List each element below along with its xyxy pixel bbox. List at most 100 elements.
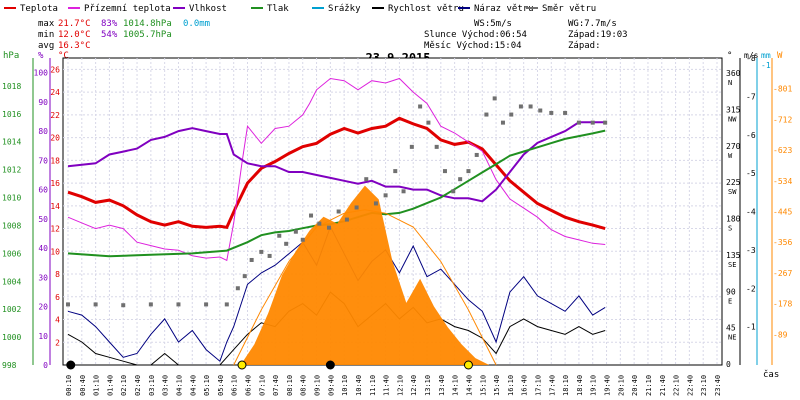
wind-tick-label: -5 xyxy=(746,169,756,178)
marker-sunrise xyxy=(237,360,247,370)
dir-tick-label: 135 xyxy=(726,251,741,260)
series-line xyxy=(67,77,606,262)
solar-tick-label: -267 xyxy=(773,269,792,278)
stats-min-press: 1005.7hPa xyxy=(123,30,172,40)
dir-unit: ° xyxy=(727,51,732,61)
wind-direction-point xyxy=(121,303,126,308)
temp-tick-label: 10 xyxy=(50,247,60,256)
wind-direction-point xyxy=(317,221,322,226)
marker-sunset xyxy=(463,360,473,370)
x-tick-label: 01:10 xyxy=(93,375,101,396)
x-tick-label: 20:40 xyxy=(631,375,639,396)
press-tick-label: 1010 xyxy=(2,194,21,203)
wind-direction-point xyxy=(442,169,447,174)
hum-tick-label: 20 xyxy=(38,303,48,312)
x-tick-label: 13:10 xyxy=(424,375,432,396)
x-tick-label: 23:40 xyxy=(714,375,722,396)
x-tick-label: 11:40 xyxy=(383,375,391,396)
wind-direction-point xyxy=(538,108,543,113)
press-tick-label: 1000 xyxy=(2,333,21,342)
x-tick-label: 05:40 xyxy=(217,375,225,396)
x-tick-label: 21:40 xyxy=(659,375,667,396)
wind-tick-label: -2 xyxy=(746,284,756,293)
legend-label: Rychlost větru xyxy=(388,4,464,14)
wind-direction-point xyxy=(500,120,505,125)
x-tick-label: 16:10 xyxy=(507,375,515,396)
wind-direction-point xyxy=(300,237,305,242)
temp-tick-label: 4 xyxy=(55,316,60,325)
solar-tick-label: -445 xyxy=(773,208,792,217)
temp-tick-label: 20 xyxy=(50,134,60,143)
dir-name-label: SW xyxy=(728,188,737,196)
x-tick-label: 07:10 xyxy=(258,375,266,396)
x-tick-label: 12:40 xyxy=(410,375,418,396)
x-tick-label: 20:10 xyxy=(617,375,625,396)
wind-direction-point xyxy=(249,257,254,262)
x-tick-label: 19:10 xyxy=(590,375,598,396)
x-tick-label: 08:40 xyxy=(300,375,308,396)
x-tick-label: 19:40 xyxy=(604,375,612,396)
dir-tick-label: 270 xyxy=(726,142,741,151)
series-line xyxy=(233,209,497,366)
x-tick-label: 11:10 xyxy=(369,375,377,396)
stats-avg-label: avg xyxy=(38,41,54,51)
wind-direction-point xyxy=(293,229,298,234)
x-tick-label: 01:40 xyxy=(106,375,114,396)
stats-max-label: max xyxy=(38,19,55,29)
x-tick-label: 10:40 xyxy=(355,375,363,396)
legend-label: Přízemní teplota xyxy=(84,4,171,14)
dir-tick-label: 315 xyxy=(726,106,741,115)
hum-tick-label: 100 xyxy=(34,69,49,78)
hum-tick-label: 70 xyxy=(38,156,48,165)
wind-direction-point xyxy=(66,302,70,307)
wind-direction-point xyxy=(451,189,456,194)
wind-direction-point xyxy=(466,169,471,174)
dir-tick-label: 180 xyxy=(726,215,741,224)
x-tick-label: 18:40 xyxy=(576,375,584,396)
rain-tick-label: -1 xyxy=(761,61,771,70)
wind-direction-point xyxy=(224,302,229,307)
stats-min-temp: 12.0°C xyxy=(58,30,91,40)
wind-direction-point xyxy=(326,225,331,230)
solar-tick-label: -178 xyxy=(773,300,792,309)
temp-tick-label: 26 xyxy=(50,65,60,74)
wind-direction-point xyxy=(373,201,378,206)
x-tick-label: 03:40 xyxy=(162,375,170,396)
x-tick-label: 18:10 xyxy=(562,375,570,396)
press-tick-label: 1016 xyxy=(2,110,21,119)
x-tick-label: 02:10 xyxy=(120,375,128,396)
press-tick-label: 1014 xyxy=(2,138,21,147)
rain-unit: mm xyxy=(761,51,771,60)
temp-tick-label: 22 xyxy=(50,111,60,120)
stats-sun: Slunce Východ:06:54 xyxy=(424,30,527,40)
legend-label: Srážky xyxy=(328,4,361,14)
wind-tick-label: -7 xyxy=(746,92,756,101)
stats-max-rain: 0.0mm xyxy=(183,19,210,29)
dir-name-label: N xyxy=(728,79,732,87)
x-tick-label: 15:40 xyxy=(493,375,501,396)
x-tick-label: 02:40 xyxy=(134,375,142,396)
temp-tick-label: 18 xyxy=(50,156,60,165)
wind-tick-label: -3 xyxy=(746,246,756,255)
stats-moon: Měsíc Východ:15:04 xyxy=(424,41,522,51)
wind-tick-label: -1 xyxy=(746,323,756,332)
wind-direction-point xyxy=(549,110,554,115)
wind-direction-point xyxy=(509,112,514,117)
x-tick-label: 06:40 xyxy=(245,375,253,396)
wind-tick-label: -6 xyxy=(746,131,756,140)
temp-tick-label: 16 xyxy=(50,179,60,188)
series-line xyxy=(67,129,606,258)
wind-direction-point xyxy=(93,302,98,307)
wind-direction-point xyxy=(518,104,523,109)
solar-tick-label: -801 xyxy=(773,85,792,94)
hum-tick-label: 30 xyxy=(38,273,48,282)
x-tick-label: 17:40 xyxy=(548,375,556,396)
x-tick-label: 10:10 xyxy=(341,375,349,396)
stats-max-temp: 21.7°C xyxy=(58,19,91,29)
x-tick-label: 22:10 xyxy=(673,375,681,396)
press-tick-label: 998 xyxy=(2,361,17,370)
wind-direction-point xyxy=(277,233,282,238)
wind-direction-point xyxy=(354,205,359,210)
x-tick-label: 04:40 xyxy=(189,375,197,396)
stats-moon-set: Západ: xyxy=(568,41,601,51)
